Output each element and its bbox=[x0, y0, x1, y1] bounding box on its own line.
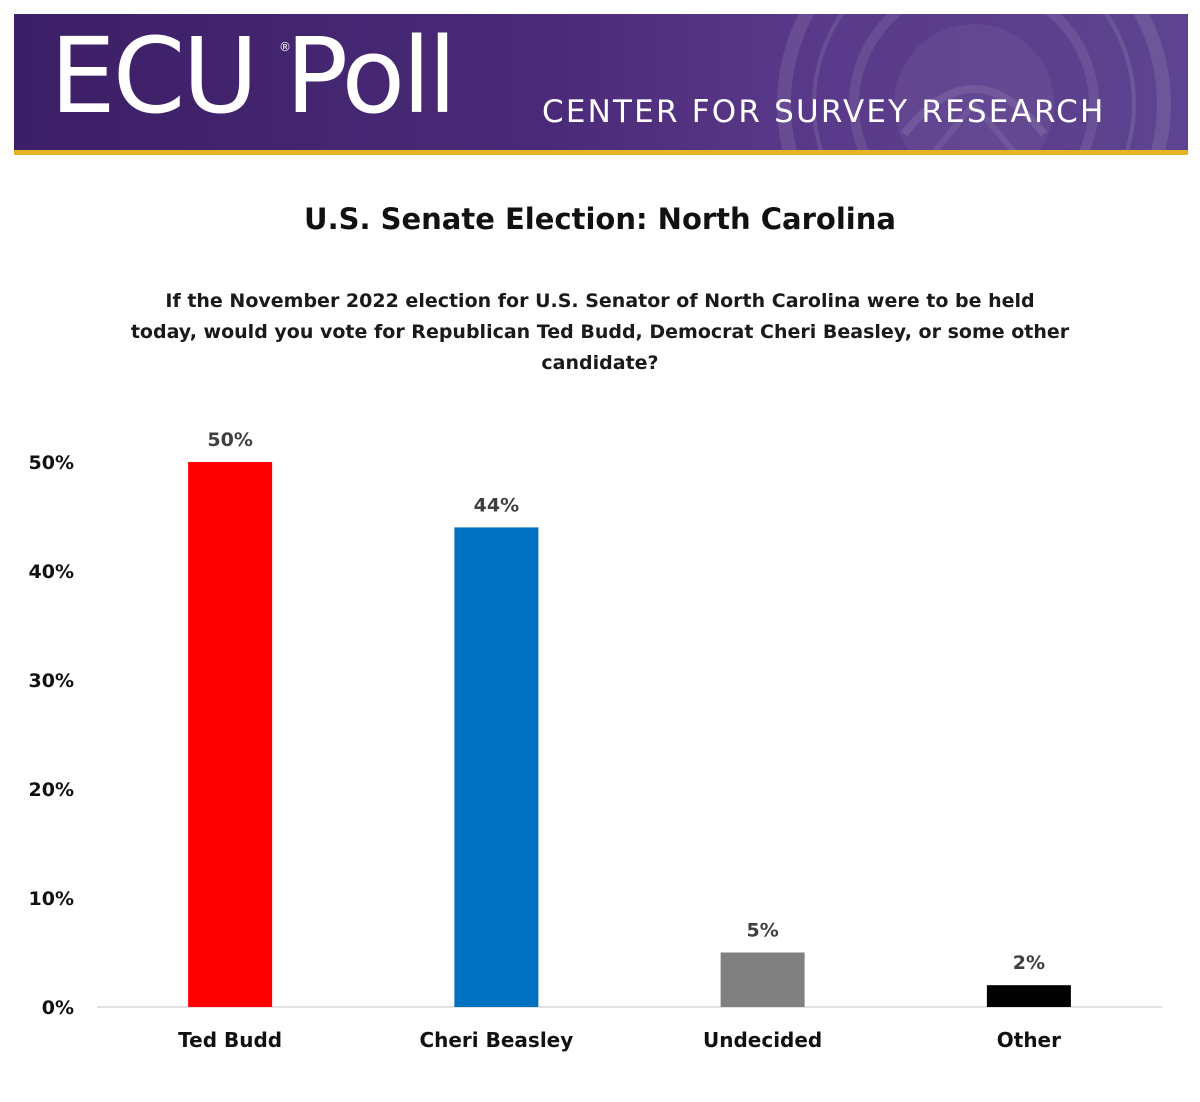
y-tick-label: 30% bbox=[29, 670, 74, 692]
registered-mark: ® bbox=[279, 40, 291, 54]
bar bbox=[454, 527, 539, 1007]
university-seal-watermark bbox=[777, 14, 1171, 150]
x-tick-label: Ted Budd bbox=[178, 1028, 282, 1052]
header-tagline: CENTER FOR SURVEY RESEARCH bbox=[542, 94, 1106, 130]
y-tick-label: 40% bbox=[29, 561, 74, 583]
y-tick-label: 10% bbox=[29, 888, 74, 910]
bar bbox=[986, 985, 1071, 1007]
header-gold-stripe bbox=[14, 150, 1188, 155]
y-tick-label: 50% bbox=[29, 452, 74, 474]
bar bbox=[188, 462, 273, 1007]
x-tick-label: Other bbox=[997, 1028, 1061, 1052]
bar bbox=[720, 952, 805, 1007]
x-tick-label: Cheri Beasley bbox=[419, 1028, 573, 1052]
data-label: 2% bbox=[1013, 952, 1045, 974]
x-tick-label: Undecided bbox=[703, 1028, 822, 1052]
chart-subtitle: If the November 2022 election for U.S. S… bbox=[130, 290, 1070, 374]
data-label: 50% bbox=[207, 429, 252, 451]
data-label: 44% bbox=[474, 494, 519, 516]
chart-title: U.S. Senate Election: North Carolina bbox=[304, 202, 896, 236]
header-banner: ECU Poll ® CENTER FOR SURVEY RESEARCH bbox=[14, 14, 1188, 150]
ecu-poll-logo: ECU Poll bbox=[50, 15, 457, 137]
y-tick-label: 20% bbox=[29, 779, 74, 801]
y-tick-label: 0% bbox=[42, 997, 74, 1019]
data-label: 5% bbox=[746, 920, 778, 942]
